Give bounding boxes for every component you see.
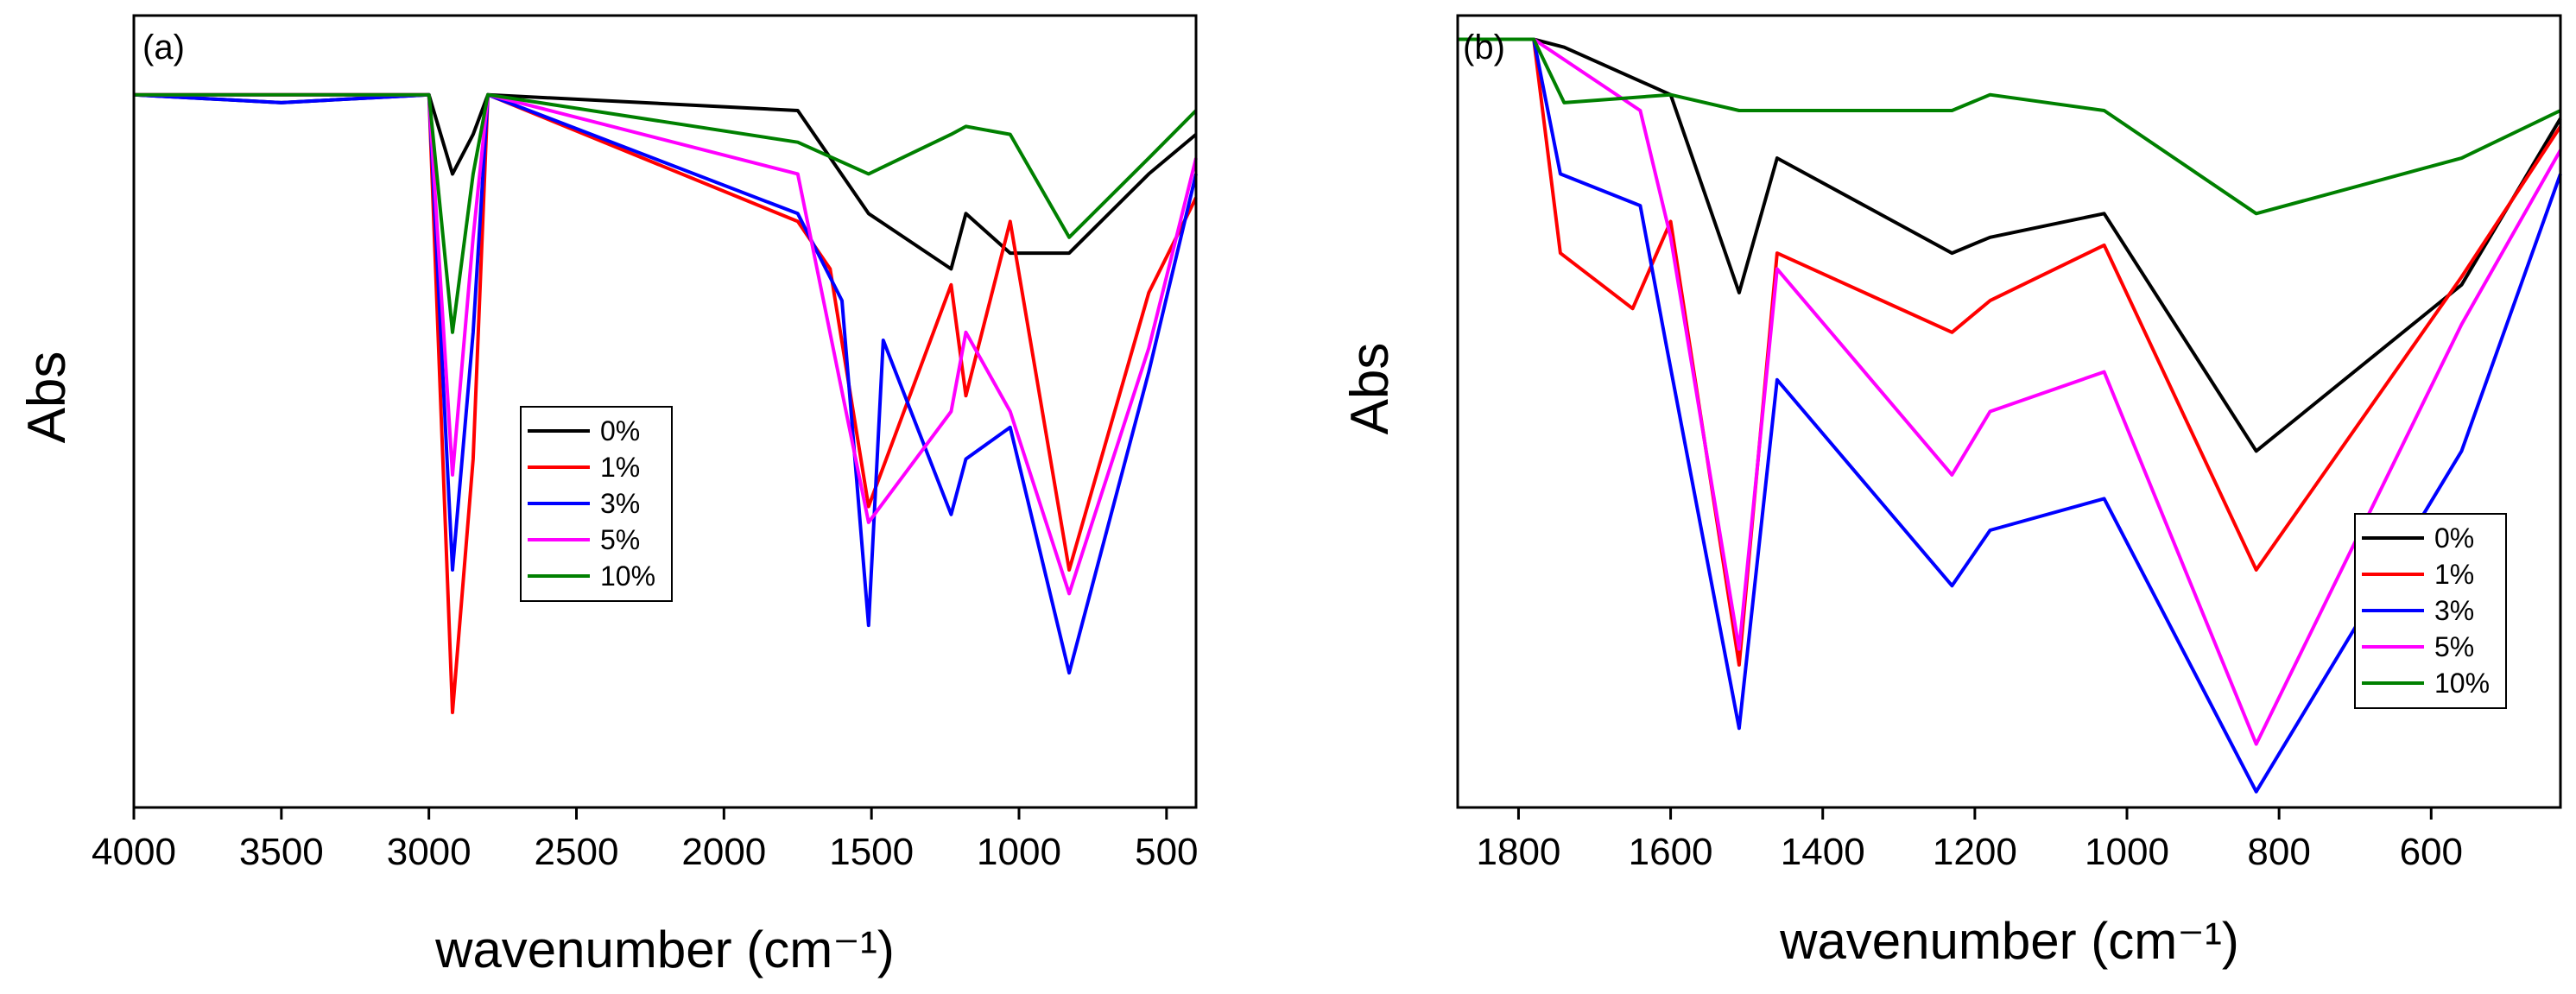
panel-a-x-tick-label: 1500 xyxy=(829,831,914,873)
panel-a-x-axis-label: wavenumber (cm⁻¹) xyxy=(434,921,895,978)
panel-a-legend: 0% 1% 3% 5% 10% xyxy=(520,406,673,602)
panel-a-series-group xyxy=(133,92,1198,714)
panel-a-label: (a) xyxy=(142,28,185,66)
panel-b-y-axis-label: Abs xyxy=(1340,343,1400,435)
panel-b-x-tick-label: 800 xyxy=(2247,831,2310,873)
panel-a-x-tick-label: 4000 xyxy=(92,831,176,873)
panel-a-x-tick-label: 3500 xyxy=(239,831,324,873)
panel-a-x-tick-label: 2000 xyxy=(681,831,766,873)
panel-b-legend-label-4: 10% xyxy=(2434,668,2490,699)
panel-b-series-1 xyxy=(1458,37,2562,667)
panel-a-series-1 xyxy=(134,92,1198,714)
panel-b-series-2 xyxy=(1458,37,2562,794)
panel-a-legend-label-2: 3% xyxy=(600,488,640,519)
panel-b-frame xyxy=(1456,14,2562,809)
panel-b-x-tick-label: 1000 xyxy=(2085,831,2169,873)
panel-b-x-tick-label: 600 xyxy=(2400,831,2463,873)
panel-a-x-tick-label: 500 xyxy=(1135,831,1198,873)
panel-a-x-tick-label: 3000 xyxy=(387,831,472,873)
panel-b-x-tick-label: 1400 xyxy=(1781,831,1865,873)
panel-b-x-tick-label: 1800 xyxy=(1477,831,1561,873)
panel-a-legend-label-0: 0% xyxy=(600,415,640,446)
panel-b-legend: 0% 1% 3% 5% 10% xyxy=(2354,513,2507,709)
panel-b-x-tick-label: 1200 xyxy=(1933,831,2017,873)
panel-b-legend-label-1: 1% xyxy=(2434,559,2474,590)
panel-a-x-tick-label: 1000 xyxy=(977,831,1061,873)
panel-a-legend-label-3: 5% xyxy=(600,524,640,555)
panel-a-x-ticks: 4000 3500 3000 2500 2000 1500 1000 500 xyxy=(92,807,1199,873)
panel-a-y-axis-label: Abs xyxy=(17,351,77,444)
panel-b-label: (b) xyxy=(1463,28,1505,66)
panel-b-x-ticks: 1800 1600 1400 1200 1000 800 600 xyxy=(1477,807,2463,873)
panel-b-series-0 xyxy=(1458,37,2562,453)
panel-a: (a) 4000 3500 3000 2500 2000 1500 1000 500 wave… xyxy=(17,14,1199,978)
panel-a-x-tick-label: 2500 xyxy=(535,831,619,873)
panel-a-legend-label-1: 1% xyxy=(600,452,640,483)
panel-a-legend-label-4: 10% xyxy=(600,560,655,592)
panel-a-frame xyxy=(132,14,1198,809)
panel-b-series-4 xyxy=(1458,37,2561,216)
panel-b: (b) 1800 1600 1400 1200 1000 800 600 wavenumbe… xyxy=(1340,14,2562,970)
panel-b-series-group xyxy=(1458,37,2562,794)
panel-a-series-3 xyxy=(134,92,1198,596)
panel-b-x-axis-label: wavenumber (cm⁻¹) xyxy=(1779,912,2239,970)
panel-a-series-0 xyxy=(133,92,1198,271)
panel-a-series-4 xyxy=(134,92,1198,334)
panel-b-x-tick-label: 1600 xyxy=(1629,831,1713,873)
panel-b-legend-label-0: 0% xyxy=(2434,522,2474,554)
panel-b-legend-label-3: 5% xyxy=(2434,631,2474,662)
panel-b-legend-label-2: 3% xyxy=(2434,595,2474,626)
